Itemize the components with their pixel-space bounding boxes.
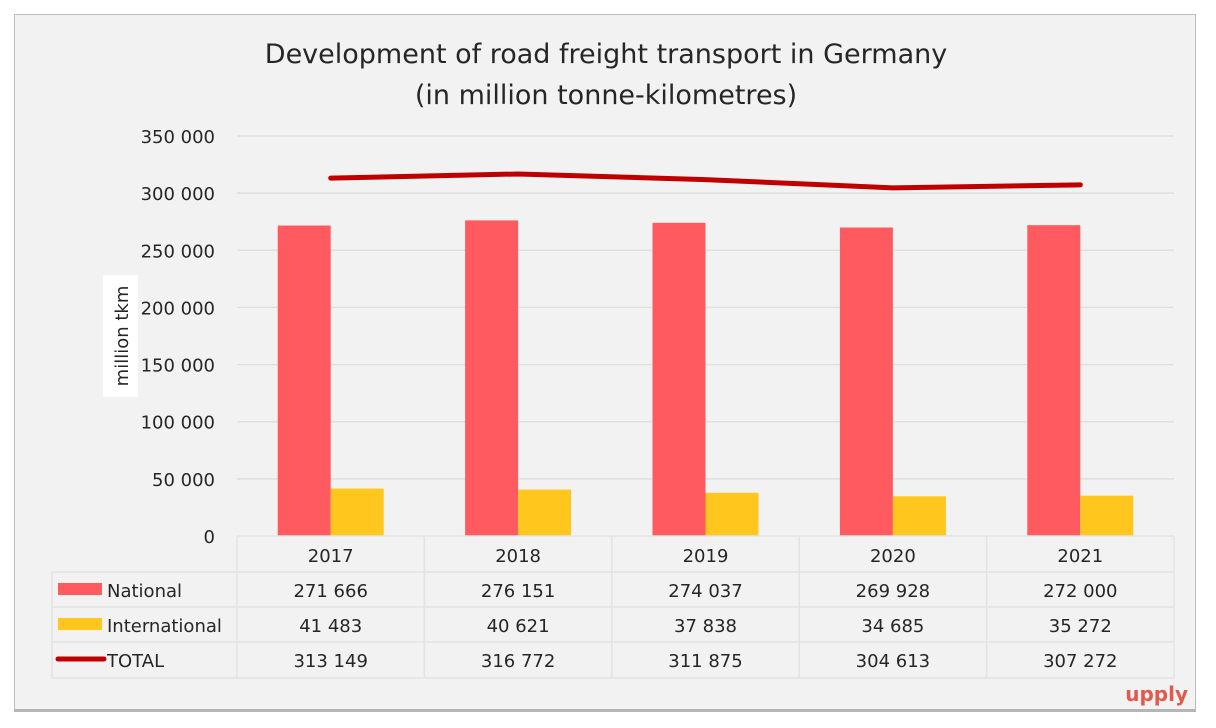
y-tick-label: 50 000	[152, 470, 215, 491]
bar-national-2019	[652, 222, 706, 536]
table-cell: 34 685	[861, 616, 924, 637]
chart-title: Development of road freight transport in…	[265, 39, 947, 70]
bar-international-2017	[330, 488, 384, 536]
bar-international-2020	[892, 496, 946, 536]
legend-label: National	[107, 581, 182, 602]
table-cell: 304 613	[856, 651, 930, 672]
x-tick-label: 2018	[495, 546, 541, 567]
bar-national-2018	[465, 220, 519, 536]
table-cell: 269 928	[856, 581, 930, 602]
chart-frame	[14, 14, 1196, 712]
y-tick-label: 150 000	[141, 356, 215, 377]
table-cell: 40 621	[487, 616, 550, 637]
bar-international-2021	[1080, 495, 1134, 536]
bar-international-2018	[518, 489, 572, 536]
y-tick-label: 100 000	[141, 413, 215, 434]
table-cell: 307 272	[1043, 651, 1117, 672]
y-axis-label: million tkm	[112, 286, 133, 387]
legend-label: TOTAL	[106, 651, 164, 672]
y-tick-label: 350 000	[141, 127, 215, 148]
x-tick-label: 2017	[308, 546, 354, 567]
legend-swatch-international	[58, 618, 102, 630]
bar-national-2020	[839, 227, 893, 536]
x-tick-label: 2019	[683, 546, 729, 567]
table-cell: 272 000	[1043, 581, 1117, 602]
y-tick-label: 200 000	[141, 298, 215, 319]
upply-logo: upply	[1125, 682, 1188, 706]
table-cell: 313 149	[293, 651, 367, 672]
y-tick-label: 300 000	[141, 184, 215, 205]
y-tick-label: 250 000	[141, 241, 215, 262]
bar-international-2019	[705, 492, 759, 536]
table-cell: 274 037	[668, 581, 742, 602]
y-axis-label-box	[103, 275, 138, 397]
x-tick-label: 2020	[870, 546, 916, 567]
bar-national-2021	[1027, 225, 1081, 536]
chart-subtitle: (in million tonne-kilometres)	[415, 80, 797, 111]
y-tick-label: 0	[204, 527, 215, 548]
legend-label: International	[107, 616, 222, 637]
table-cell: 276 151	[481, 581, 555, 602]
table-cell: 316 772	[481, 651, 555, 672]
line-total	[328, 171, 1083, 191]
bar-national-2017	[277, 225, 331, 536]
x-tick-label: 2021	[1057, 546, 1103, 567]
table-cell: 311 875	[668, 651, 742, 672]
table-cell: 41 483	[299, 616, 362, 637]
legend-swatch-national	[58, 583, 102, 595]
table-cell: 271 666	[293, 581, 367, 602]
table-cell: 37 838	[674, 616, 737, 637]
table-cell: 35 272	[1049, 616, 1112, 637]
